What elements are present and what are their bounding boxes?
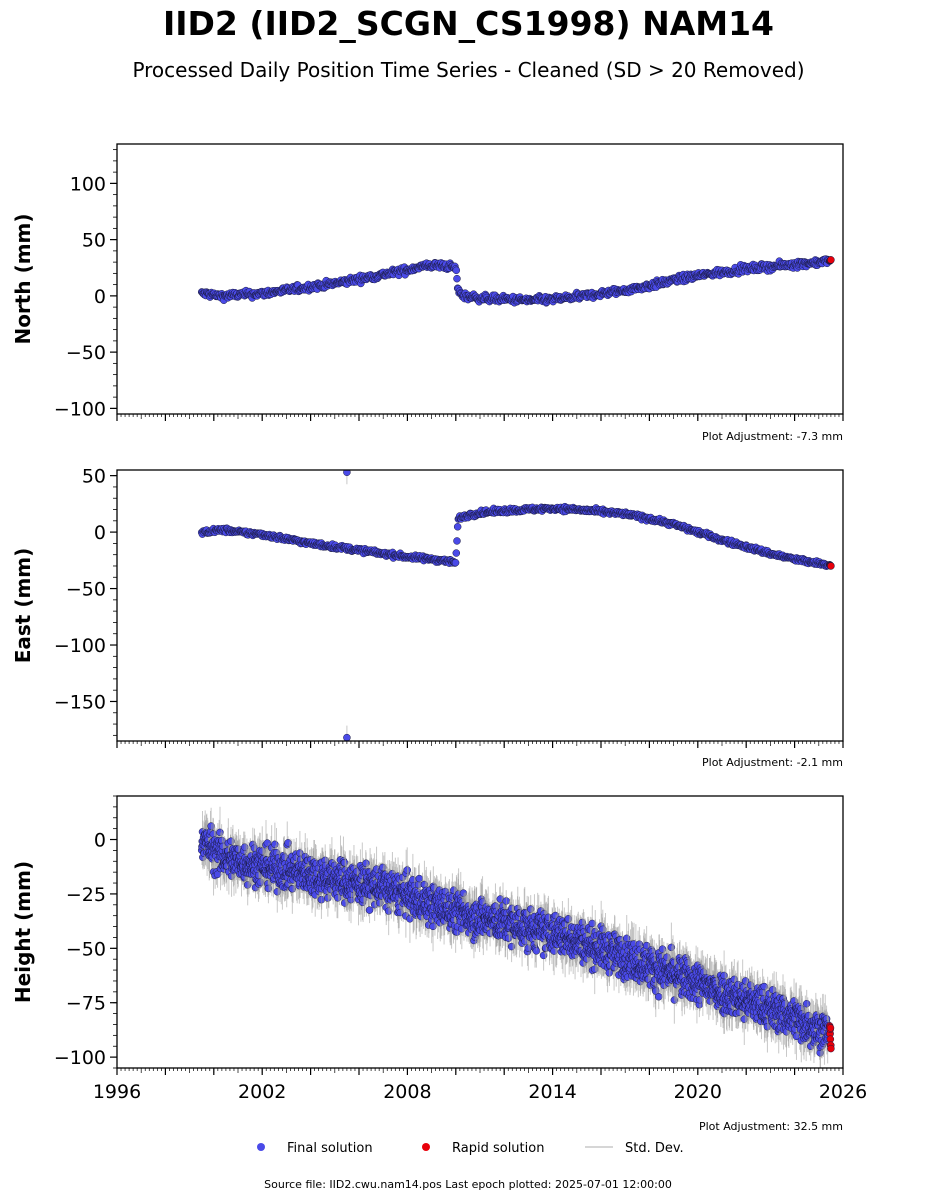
- chart-title: IID2 (IID2_SCGN_CS1998) NAM14: [162, 4, 774, 43]
- plot-adjustment: Plot Adjustment: -2.1 mm: [702, 756, 843, 769]
- plot-area: [197, 470, 835, 741]
- rapid-point: [827, 562, 835, 570]
- y-tick-label: −150: [54, 691, 106, 713]
- chart-subtitle: Processed Daily Position Time Series - C…: [132, 58, 805, 82]
- data-point: [343, 470, 351, 477]
- data-point: [453, 274, 461, 283]
- y-tick-label: 50: [82, 466, 106, 488]
- data-point: [271, 840, 279, 849]
- data-point: [452, 549, 461, 557]
- plot-adjustment: Plot Adjustment: -7.3 mm: [702, 430, 843, 443]
- plot-area: [197, 806, 835, 1068]
- rapid-point: [827, 256, 835, 264]
- y-tick-label: −100: [54, 635, 106, 657]
- y-tick-label: −100: [54, 398, 106, 420]
- y-tick-label: 100: [70, 173, 106, 195]
- data-point: [451, 558, 460, 567]
- data-point: [343, 733, 351, 741]
- y-tick-label: 0: [94, 522, 106, 544]
- data-point: [453, 523, 462, 531]
- y-tick-label: −50: [66, 579, 106, 601]
- data-point: [453, 537, 461, 545]
- y-axis-label: East (mm): [11, 548, 35, 664]
- east-panel: 50 0 −50 −100 −150 East (mm) Plot Adjustment: …: [11, 466, 844, 769]
- y-tick-label: 0: [94, 286, 106, 308]
- north-panel: 100 50 0 −50 −100 North (mm) Plot Adjustment: …: [11, 143, 844, 443]
- plot-frame: [116, 143, 844, 415]
- y-axis-label: North (mm): [11, 213, 35, 344]
- plot-area: [197, 255, 835, 307]
- y-tick-label: −50: [66, 342, 106, 364]
- y-tick-label: 50: [82, 230, 106, 252]
- data-point: [452, 266, 461, 275]
